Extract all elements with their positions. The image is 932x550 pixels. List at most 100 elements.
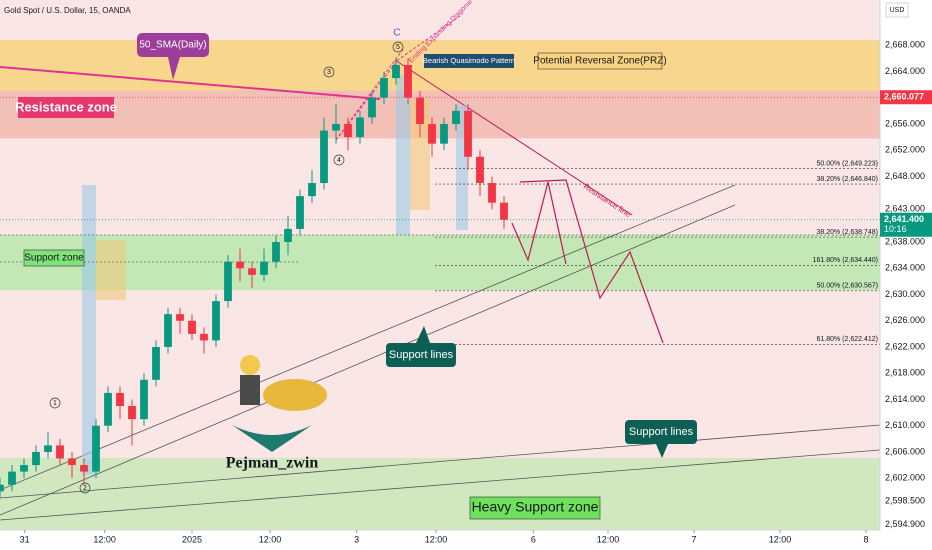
volume-profile <box>96 240 126 300</box>
candle-body <box>428 123 436 144</box>
x-tick-label: 6 <box>531 534 536 544</box>
x-tick-label: 8 <box>863 534 868 544</box>
zone-label-box <box>537 52 663 70</box>
candle-body <box>488 183 496 203</box>
candles <box>0 58 508 498</box>
candle-body <box>380 78 388 98</box>
price-tag <box>880 212 932 237</box>
zone-label-box <box>23 249 85 267</box>
candle-body <box>284 228 292 243</box>
candle-body <box>332 123 340 131</box>
support-line <box>0 184 736 491</box>
y-tick-label: 2,634.000 <box>885 263 925 273</box>
currency-label: USD <box>890 7 905 14</box>
candle-body <box>44 445 52 452</box>
candle-body <box>476 156 484 184</box>
price-tag-time: 10:16 <box>884 224 907 234</box>
callout-pointer <box>416 326 430 343</box>
price-tag-label: 2,641.400 <box>884 214 924 224</box>
projection <box>511 181 567 265</box>
fib-label: 50.00% (2,649.223) <box>817 160 879 167</box>
wave-marker <box>49 397 61 409</box>
candle-body <box>116 392 124 407</box>
price-tag <box>880 90 932 105</box>
candle-body <box>236 261 244 269</box>
mascot-gold <box>263 379 327 411</box>
support-callout <box>386 343 456 367</box>
fib-label: 50.00% (2,630.567) <box>817 283 879 290</box>
y-tick-label: 2,648.000 <box>885 171 925 181</box>
candle-body <box>8 471 16 485</box>
y-tick-label: 2,668.000 <box>885 40 925 50</box>
fib-label: 38.20% (2,638.748) <box>817 229 879 236</box>
fib-label: 61.80% (2,622.412) <box>817 336 879 343</box>
wave-marker <box>323 66 335 78</box>
zone-label: Potential Reversal Zone(PRZ) <box>533 56 666 67</box>
candle-body <box>392 64 400 79</box>
sma-label: 50_SMA(Daily) <box>139 40 206 51</box>
candle-body <box>32 451 40 466</box>
candle-body <box>440 123 448 144</box>
candle-body <box>104 392 112 426</box>
candle-body <box>296 196 304 229</box>
wave-marker <box>333 154 345 166</box>
y-tick-label: 2,622.000 <box>885 341 925 351</box>
zone <box>0 90 880 139</box>
support-label: Support lines <box>389 349 454 361</box>
y-tick-label: 2,610.000 <box>885 420 925 430</box>
candle-body <box>308 183 316 197</box>
candle-body <box>464 110 472 157</box>
author-bracket <box>232 425 312 452</box>
support-line <box>0 449 881 521</box>
mascot-head <box>240 355 260 375</box>
volume-profile <box>396 75 410 235</box>
zone <box>0 234 880 290</box>
x-tick-label: 12:00 <box>425 534 448 544</box>
y-tick-label: 2,638.000 <box>885 236 925 246</box>
y-tick-label: 2,606.000 <box>885 446 925 456</box>
wave-label: 3 <box>327 69 331 76</box>
fib-label: 38.20% (2,646.840) <box>817 176 879 183</box>
axis-labels: 2,668.0002,664.0002,660.0002,656.0002,65… <box>20 40 932 544</box>
diagonal-line <box>335 15 461 141</box>
candle-body <box>0 484 4 492</box>
x-tick-label: 12:00 <box>769 534 792 544</box>
candle-body <box>92 425 100 472</box>
x-tick-label: 31 <box>20 534 30 544</box>
wave-label: 4 <box>337 157 341 164</box>
pattern-label: Bearish Quasimodo Pattern <box>423 56 515 65</box>
candle-body <box>128 406 136 420</box>
diagonal-line <box>335 47 405 141</box>
candle-body <box>368 97 376 118</box>
candle-body <box>152 346 160 380</box>
zone <box>0 457 880 530</box>
zone-label: Heavy Support zone <box>472 499 599 515</box>
candle-body <box>164 314 172 347</box>
candle-body <box>20 465 28 472</box>
wave-label: 1 <box>53 400 57 407</box>
volume-profile <box>410 100 430 210</box>
zone-label: Support zone <box>24 253 84 264</box>
x-tick-label: 7 <box>691 534 696 544</box>
candle-body <box>248 268 256 275</box>
price-axis <box>880 0 932 550</box>
candle-body <box>500 202 508 220</box>
candle-body <box>452 110 460 124</box>
resistance-line <box>394 59 633 216</box>
candle-body <box>80 465 88 472</box>
y-tick-label: 2,630.000 <box>885 289 925 299</box>
support-line <box>0 204 736 516</box>
pattern-box <box>424 54 514 68</box>
callout-pointer <box>168 57 180 80</box>
candle-body <box>140 379 148 420</box>
support-label: Support lines <box>629 426 694 438</box>
volume-profile <box>82 185 96 475</box>
x-tick-label: 12:00 <box>93 534 116 544</box>
x-tick-label: 2025 <box>182 534 202 544</box>
y-tick-label: 2,594.900 <box>885 519 925 529</box>
candle-body <box>344 123 352 138</box>
mascot-body <box>240 375 260 405</box>
fib-label: 161.80% (2,634.440) <box>813 257 878 264</box>
support-callout <box>625 420 697 444</box>
x-tick-label: 12:00 <box>597 534 620 544</box>
